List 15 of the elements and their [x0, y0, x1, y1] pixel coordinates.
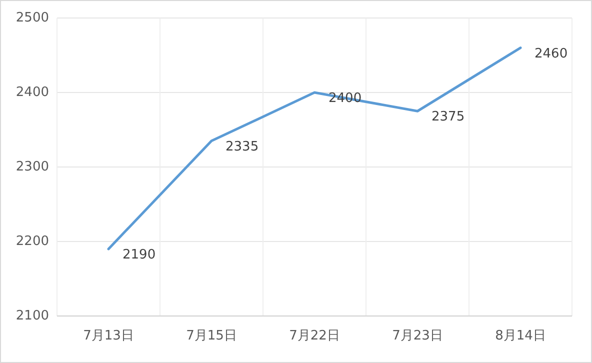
x-tick-label: 7月23日	[392, 328, 443, 344]
y-tick-label: 2400	[16, 85, 49, 100]
y-tick-label: 2500	[16, 10, 49, 26]
x-tick-label: 7月13日	[83, 328, 134, 344]
y-tick-label: 2300	[16, 160, 49, 175]
data-label: 2335	[226, 139, 259, 154]
y-tick-label: 2100	[16, 308, 49, 324]
data-label: 2460	[534, 46, 568, 62]
data-label: 2190	[122, 247, 156, 263]
x-tick-label: 7月15日	[186, 328, 237, 344]
x-tick-label: 7月22日	[289, 328, 340, 344]
x-tick-label: 8月14日	[495, 328, 546, 344]
data-label: 2375	[432, 110, 465, 125]
y-tick-label: 2200	[16, 234, 49, 250]
line-series	[107, 46, 522, 250]
